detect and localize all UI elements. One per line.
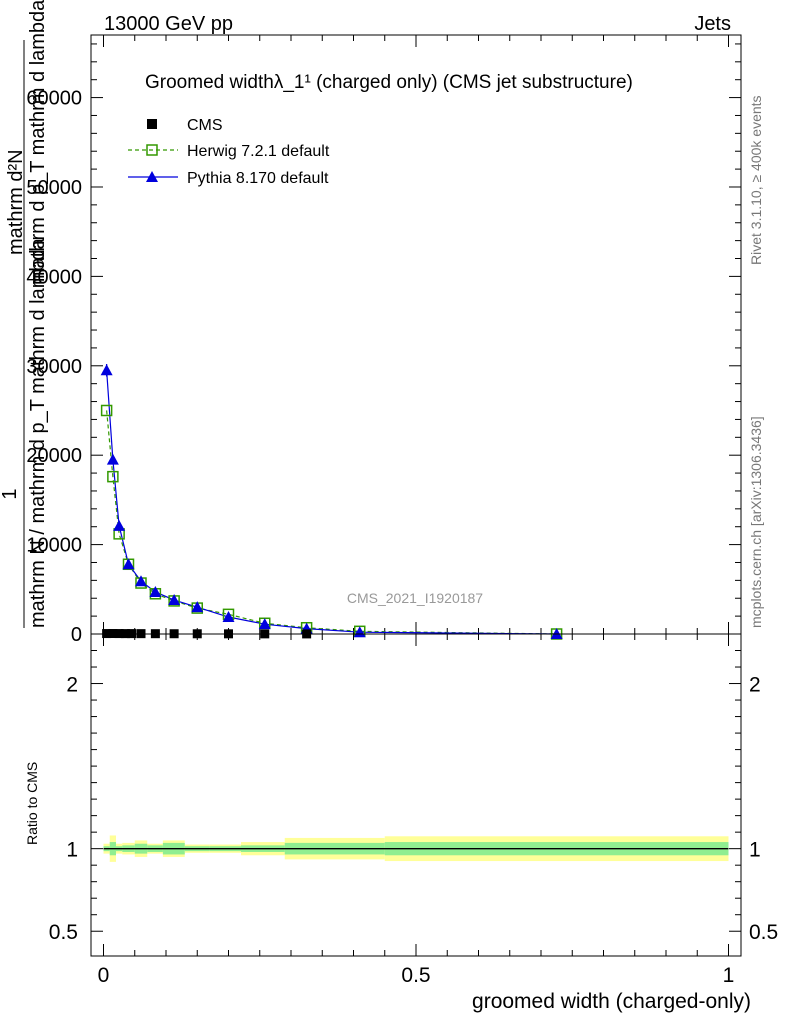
main-ytick-label: 0 <box>71 624 82 646</box>
ratio-ytick-label: 0.5 <box>49 921 78 944</box>
pythia-point <box>100 364 113 376</box>
pythia-point <box>168 594 181 606</box>
main-ytick-label: 30000 <box>26 356 82 378</box>
main-ytick-label: 10000 <box>26 535 82 557</box>
main-plot-panel: 0 10000 20000 30000 40000 50000 60000 <box>26 34 742 646</box>
x-axis-label: groomed width (charged-only) <box>472 990 751 1013</box>
ratio-frame <box>90 633 742 957</box>
ratio-xtick-label: 1 <box>723 964 735 987</box>
legend-item-cms: CMS <box>147 117 223 134</box>
y-label-denominator: mathrm N / mathrm d p_T mathrm d lambda <box>27 237 49 628</box>
y-label-one: 1 <box>0 488 21 499</box>
ratio-xtick-label: 0.5 <box>401 964 430 987</box>
analysis-watermark: CMS_2021_I1920187 <box>347 590 483 606</box>
main-ytick-label: 40000 <box>26 266 82 288</box>
legend-item-pythia: Pythia 8.170 default <box>128 170 329 187</box>
pythia-point <box>222 611 235 623</box>
legend-item-herwig: Herwig 7.2.1 default <box>128 143 330 160</box>
ratio-ytick-label: 2 <box>66 674 78 697</box>
legend: CMS Herwig 7.2.1 default Pythia 8.170 de… <box>128 117 330 187</box>
ratio-y-axis-label: Ratio to CMS <box>24 762 40 845</box>
herwig-point <box>107 470 119 483</box>
plot-title: Groomed widthλ_1¹ (charged only) (CMS je… <box>145 72 633 93</box>
pythia-point <box>149 585 162 597</box>
legend-cms-marker <box>147 119 157 129</box>
main-ytick-label: 20000 <box>26 445 82 467</box>
y-label-numerator-top: mathrm d²N <box>5 149 27 255</box>
pythia-point <box>135 575 147 587</box>
pythia-point <box>258 618 271 630</box>
main-ytick-label: 60000 <box>26 88 82 110</box>
mcplots-source-label: mcplots.cern.ch [arXiv:1306.3436] <box>748 416 764 628</box>
pythia-point <box>122 558 135 570</box>
ratio-xtick-label: 0 <box>98 964 110 987</box>
legend-herwig-marker <box>146 144 158 156</box>
header-analysis-label: Jets <box>694 13 731 35</box>
legend-herwig-label: Herwig 7.2.1 default <box>187 143 330 160</box>
legend-pythia-label: Pythia 8.170 default <box>187 170 329 187</box>
main-ytick-label: 50000 <box>26 177 82 199</box>
legend-pythia-marker <box>146 171 158 182</box>
ratio-plot-panel: 0 0.5 1 0.5 0.5 1 1 2 2 <box>49 633 778 987</box>
legend-cms-label: CMS <box>187 117 223 134</box>
ratio-ytick-label: 1 <box>66 839 78 862</box>
pythia-point <box>191 601 204 613</box>
herwig-point <box>100 404 113 417</box>
ratio-ytick-label-right: 0.5 <box>749 921 778 944</box>
y-label-numerator-bottom: mathrm d p_T mathrm d lambda <box>27 0 49 285</box>
ratio-ytick-label-right: 2 <box>749 674 761 697</box>
ratio-ytick-label-right: 1 <box>749 839 761 862</box>
main-y-axis-label: mathrm d²N mathrm d p_T mathrm d lambda … <box>0 0 49 628</box>
rivet-version-label: Rivet 3.1.10, ≥ 400k events <box>748 95 764 265</box>
pythia-point <box>113 519 126 531</box>
header-collision-label: 13000 GeV pp <box>104 13 233 35</box>
pythia-point <box>106 453 119 465</box>
